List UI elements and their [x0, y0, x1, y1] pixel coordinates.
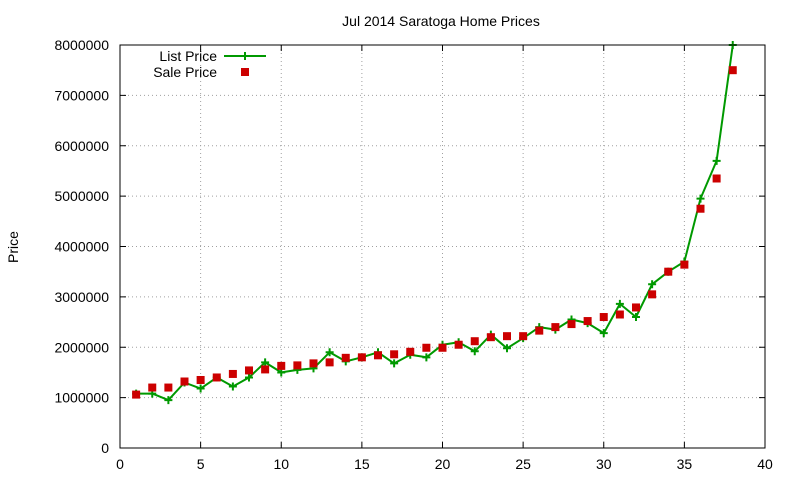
sale-price-point: [228, 369, 237, 378]
sale-price-point: [293, 361, 302, 370]
sale-price-point: [148, 383, 157, 392]
list-price-point: [696, 194, 705, 203]
sale-price-point: [438, 343, 447, 352]
list-price-point: [245, 373, 253, 382]
sale-price-point: [132, 390, 141, 399]
sale-price-point: [422, 343, 431, 352]
y-tick-label: 4000000: [54, 239, 109, 255]
legend-cross-sample: [241, 52, 249, 60]
sale-price-point: [341, 353, 350, 362]
sale-price-point: [454, 340, 463, 349]
sale-price-point: [309, 359, 318, 368]
y-tick-label: 2000000: [54, 339, 109, 355]
y-axis-title: Price: [5, 231, 21, 263]
x-tick-label: 15: [354, 456, 370, 472]
list-price-point: [470, 347, 479, 356]
list-price-point: [196, 384, 205, 393]
y-tick-label: 1000000: [54, 390, 109, 406]
list-price-point: [422, 353, 431, 362]
sale-price-point: [374, 351, 382, 360]
x-tick-label: 0: [116, 456, 124, 472]
list-price-point: [228, 382, 237, 391]
sale-price-point: [696, 204, 705, 213]
sale-price-point: [615, 310, 624, 319]
list-price-point: [261, 358, 270, 367]
chart-title: Jul 2014 Saratoga Home Prices: [342, 13, 540, 29]
legend-square-sample: [241, 68, 249, 76]
list-price-point: [632, 313, 640, 322]
list-price-point: [712, 156, 721, 165]
sale-price-point: [486, 333, 495, 342]
y-tick-label: 6000000: [54, 138, 109, 154]
sale-price-point: [664, 267, 673, 276]
x-tick-label: 40: [757, 456, 773, 472]
sale-price-point: [728, 66, 737, 75]
list-price-point: [164, 396, 173, 405]
sale-price-point: [180, 377, 189, 386]
sale-price-point: [583, 317, 592, 326]
list-price-point: [325, 348, 334, 357]
sale-price-point: [648, 290, 657, 299]
y-tick-label: 0: [101, 440, 109, 456]
axes: 0 5 10 15 20 25 30 35 40 0 1000000 2000000 3000000 40…: [54, 37, 773, 472]
x-tick-label: 20: [435, 456, 451, 472]
sale-price-point: [503, 332, 511, 341]
plot-series: [132, 41, 737, 405]
sale-price-point: [261, 365, 270, 374]
list-price-line: [136, 44, 734, 402]
sale-price-point: [196, 375, 205, 384]
sale-price-point: [551, 323, 560, 332]
sale-price-point: [632, 303, 640, 312]
sale-price-point: [712, 174, 721, 183]
sale-price-point: [357, 353, 366, 362]
list-price-point: [390, 359, 399, 368]
sale-price-point: [212, 373, 221, 382]
x-tick-label: 10: [273, 456, 289, 472]
list-price-point: [648, 280, 657, 289]
sale-price-point: [164, 383, 173, 392]
sale-price-point: [245, 366, 253, 375]
y-tick-label: 7000000: [54, 87, 109, 103]
sale-price-point: [599, 313, 608, 322]
sale-price-point: [519, 332, 528, 341]
plot-frame: [119, 44, 766, 449]
y-tick-label: 3000000: [54, 289, 109, 305]
list-price-point: [615, 299, 624, 308]
sale-price-point: [406, 347, 415, 356]
x-tick-label: 30: [596, 456, 612, 472]
list-price-point: [599, 329, 608, 338]
sale-price-point: [470, 337, 479, 346]
x-tick-label: 25: [515, 456, 531, 472]
legend-label: List Price: [159, 48, 217, 64]
sale-price-point: [325, 358, 334, 367]
sale-price-point: [680, 260, 689, 269]
sale-price-point: [567, 320, 576, 329]
x-tick-label: 35: [677, 456, 693, 472]
y-tick-label: 8000000: [54, 37, 109, 53]
sale-price-point: [535, 326, 544, 335]
y-tick-label: 5000000: [54, 188, 109, 204]
sale-price-point: [390, 350, 399, 359]
list-price-point: [503, 344, 511, 353]
legend-label: Sale Price: [153, 64, 217, 80]
sale-price-point: [277, 361, 286, 370]
x-tick-label: 5: [197, 456, 205, 472]
labels: Jul 2014 Saratoga Home Prices Price: [5, 13, 540, 263]
